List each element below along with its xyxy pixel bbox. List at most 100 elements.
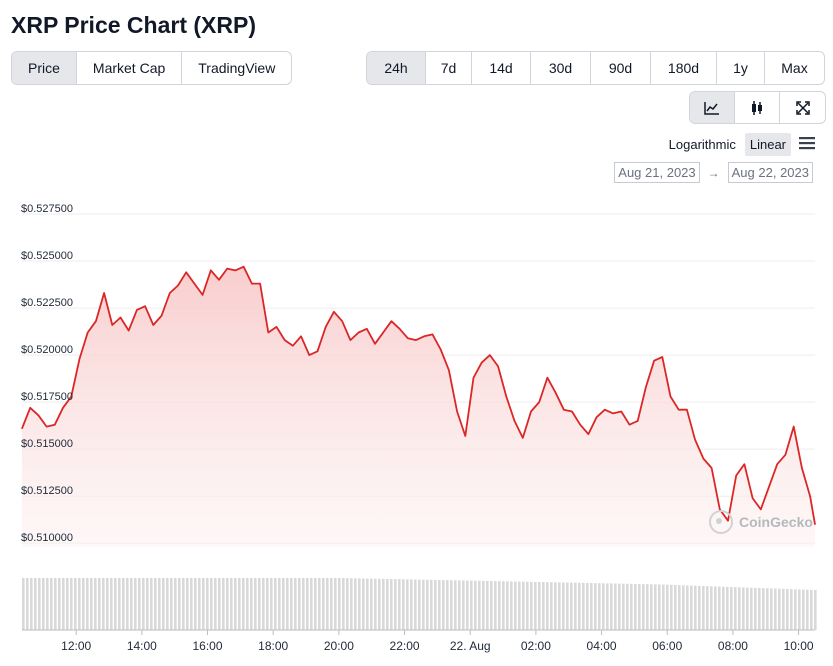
volume-bar [598,583,601,630]
line-chart-icon [704,101,719,115]
volume-bar [658,584,661,630]
volume-bar [78,578,81,630]
volume-bar [74,578,77,630]
volume-bar [534,581,537,630]
volume-bar [102,578,105,630]
price-point [357,331,360,334]
logarithmic-option[interactable]: Logarithmic [668,137,736,152]
price-point [128,330,130,332]
price-point [793,425,795,428]
price-point [784,454,787,456]
volume-bar [194,578,197,630]
volume-bar [154,578,157,630]
volume-bar [146,578,149,630]
volume-bar [370,578,373,630]
volume-bar [418,579,421,630]
price-point [481,362,483,364]
volume-bar [202,578,205,630]
price-point [177,284,179,287]
volume-bar [214,578,217,630]
range-180d-button[interactable]: 180d [651,52,717,84]
volume-bar [222,578,225,630]
candlestick-icon [752,100,762,115]
volume-bar [346,578,349,630]
volume-bar [546,582,549,630]
tab-market-cap[interactable]: Market Cap [77,52,183,84]
volume-bar [806,589,809,630]
price-point [202,294,204,296]
volume-bar [150,578,153,630]
volume-bar [98,578,101,630]
price-point [809,495,811,497]
range-90d-button[interactable]: 90d [591,52,651,84]
linear-option[interactable]: Linear [744,133,791,156]
volume-bar [578,582,581,630]
price-point [292,345,294,347]
coingecko-logo-icon [709,510,733,534]
price-line [21,265,816,525]
date-from-input[interactable]: Aug 21, 2023 [614,162,700,183]
line-chart-button[interactable] [690,92,735,123]
range-24h-button[interactable]: 24h [367,52,426,84]
volume-bar [258,578,261,630]
volume-bar [762,588,765,630]
volume-bar [626,583,629,630]
price-point [604,409,606,411]
price-point [637,420,639,422]
price-point [366,328,368,330]
volume-bar [562,582,565,630]
volume-bar [778,588,781,630]
range-30d-button[interactable]: 30d [531,52,591,84]
range-7d-button[interactable]: 7d [426,52,472,84]
volume-bar [670,584,673,630]
volume-bar [162,578,165,630]
volume-bar [486,580,489,630]
menu-icon[interactable] [799,136,815,153]
volume-bar [398,579,401,630]
tab-tradingview[interactable]: TradingView [198,60,276,76]
volume-bar [726,586,729,630]
price-point [554,392,557,394]
price-point [37,414,40,416]
expand-icon [795,100,810,115]
volume-bar [406,579,409,630]
volume-bar [270,578,273,630]
volume-bar [326,578,329,630]
volume-bar [718,586,721,630]
range-max-button[interactable]: Max [781,60,808,76]
range-14d-button[interactable]: 14d [472,52,531,84]
volume-bar [254,578,257,630]
volume-bar [426,579,429,630]
candlestick-button[interactable] [735,92,780,123]
expand-button[interactable] [780,92,825,123]
price-point [513,420,516,422]
scale-toggle: Logarithmic Linear [660,133,815,156]
volume-bar [38,578,41,630]
price-point [538,401,540,403]
price-point [768,486,770,488]
price-point [399,328,401,330]
x-tick-label: 22:00 [390,639,420,653]
volume-bar [386,578,389,630]
range-1y-button[interactable]: 1y [717,52,765,84]
volume-bar [510,581,513,630]
volume-bar [314,578,317,630]
volume-bar [330,578,333,630]
price-point [546,377,548,379]
y-tick-label: $0.517500 [21,391,73,403]
date-to-input[interactable]: Aug 22, 2023 [727,162,813,183]
volume-bar [466,580,469,630]
volume-bar [674,585,677,630]
volume-bar [90,578,93,630]
price-point [144,305,146,307]
volume-bar [622,583,625,630]
volume-bar [66,578,69,630]
volume-bar [706,586,709,630]
volume-bar [174,578,177,630]
price-point [210,269,212,272]
price-point [522,437,524,439]
volume-bar [246,578,249,630]
price-point [275,326,278,328]
tab-price[interactable]: Price [12,52,77,84]
